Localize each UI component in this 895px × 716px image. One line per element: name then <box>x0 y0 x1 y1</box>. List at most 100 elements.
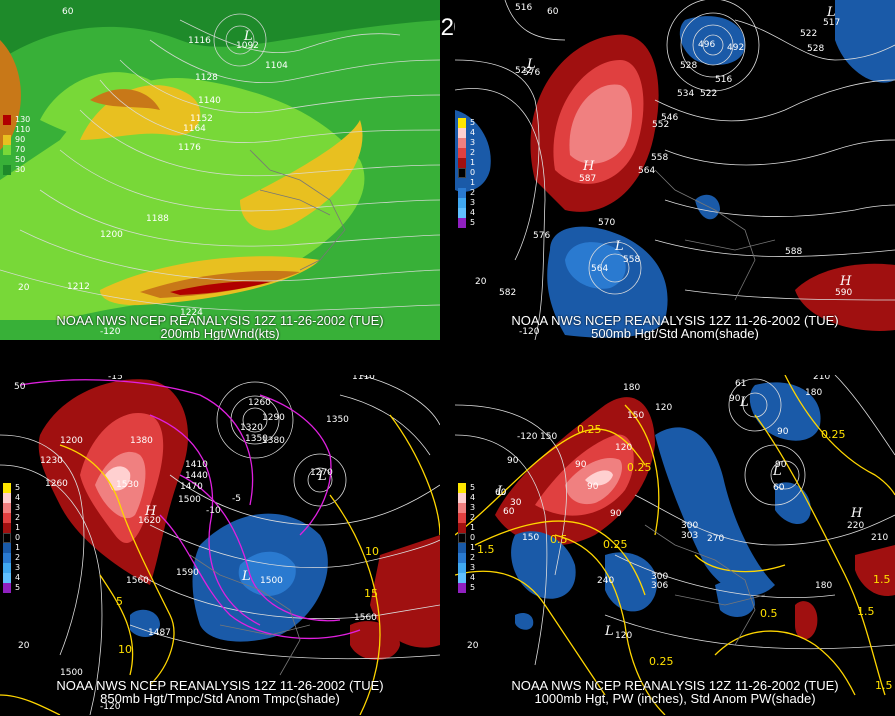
svg-text:1320: 1320 <box>240 423 263 433</box>
legend-swatch <box>458 118 466 128</box>
legend-200mb: 130 110 90 70 50 30 <box>3 115 30 175</box>
legend-label: 70 <box>15 145 26 154</box>
legend-label: 50 <box>15 155 26 164</box>
svg-text:-120: -120 <box>100 702 121 712</box>
svg-text:0.5: 0.5 <box>550 533 568 546</box>
legend-swatch <box>458 493 466 503</box>
legend-swatch <box>3 155 11 165</box>
svg-text:-120: -120 <box>517 432 538 442</box>
svg-text:1560: 1560 <box>354 613 377 623</box>
svg-text:L: L <box>614 239 624 254</box>
svg-text:-10: -10 <box>206 506 221 516</box>
svg-text:-15: -15 <box>108 375 123 382</box>
svg-text:90: 90 <box>507 456 519 466</box>
svg-text:H: H <box>850 506 863 521</box>
svg-text:1500: 1500 <box>60 668 83 678</box>
svg-text:1.5: 1.5 <box>875 679 893 692</box>
legend-label: 1 <box>470 543 476 552</box>
svg-text:90: 90 <box>587 482 599 492</box>
legend-swatch <box>3 115 11 125</box>
svg-text:180: 180 <box>623 383 640 393</box>
legend-label: 3 <box>470 138 476 147</box>
svg-text:1380: 1380 <box>282 375 305 376</box>
svg-text:30: 30 <box>599 375 611 377</box>
svg-text:492: 492 <box>727 43 744 53</box>
legend-label: 4 <box>470 128 476 137</box>
caption-1000mb-line2: 1000mb Hgt, PW (inches), Std Anom PW(sha… <box>534 691 816 706</box>
legend-label: 4 <box>470 208 476 217</box>
legend-label: 5 <box>15 583 21 592</box>
svg-text:558: 558 <box>623 255 640 265</box>
legend-swatch <box>458 573 466 583</box>
svg-text:582: 582 <box>499 288 516 298</box>
svg-text:1380: 1380 <box>262 436 285 446</box>
panel-200mb: 1116 1104 1128 1140 1152 1164 1176 1188 … <box>0 0 440 340</box>
svg-text:90: 90 <box>575 460 587 470</box>
svg-text:564: 564 <box>638 166 655 176</box>
panel-1000mb: 30 180 150 120 120 -120 150 90 60 30 90 … <box>455 375 895 715</box>
legend-label: 5 <box>470 583 476 592</box>
legend-swatch <box>458 148 466 158</box>
svg-text:0.25: 0.25 <box>821 428 846 441</box>
svg-text:522: 522 <box>700 89 717 99</box>
legend-swatch <box>458 138 466 148</box>
legend-label: 1 <box>470 158 476 167</box>
svg-text:0.5: 0.5 <box>760 607 778 620</box>
legend-swatch <box>3 533 11 543</box>
svg-text:552: 552 <box>652 120 669 130</box>
legend-swatch <box>3 553 11 563</box>
legend-swatch <box>3 125 11 135</box>
svg-text:1440: 1440 <box>185 471 208 481</box>
svg-text:1350: 1350 <box>326 415 349 425</box>
svg-text:220: 220 <box>847 521 864 531</box>
legend-label: 1 <box>15 543 21 552</box>
svg-text:1.5: 1.5 <box>477 543 495 556</box>
svg-text:-120: -120 <box>100 327 121 337</box>
legend-swatch <box>3 493 11 503</box>
svg-text:1164: 1164 <box>183 124 206 134</box>
legend-swatch <box>458 158 466 168</box>
svg-text:L: L <box>243 29 253 44</box>
caption-850mb-line1: NOAA NWS NCEP REANALYSIS 12Z 11-26-2002 … <box>56 678 384 693</box>
svg-text:15: 15 <box>364 587 378 600</box>
legend-label: 5 <box>470 218 476 227</box>
legend-swatch <box>458 483 466 493</box>
svg-text:516: 516 <box>715 75 732 85</box>
legend-swatch <box>458 198 466 208</box>
svg-text:180: 180 <box>815 581 832 591</box>
svg-text:534: 534 <box>677 89 694 99</box>
legend-swatch <box>3 165 11 175</box>
svg-text:588: 588 <box>785 247 802 257</box>
svg-text:1200: 1200 <box>60 436 83 446</box>
legend-swatch <box>458 513 466 523</box>
legend-label: 3 <box>470 503 476 512</box>
svg-text:-5: -5 <box>232 494 241 504</box>
svg-text:1350: 1350 <box>245 434 268 444</box>
svg-text:1110: 1110 <box>352 375 375 382</box>
legend-swatch <box>3 145 11 155</box>
legend-label: 30 <box>15 165 26 174</box>
legend-swatch <box>3 135 11 145</box>
svg-text:1.5: 1.5 <box>873 573 891 586</box>
svg-text:0.25: 0.25 <box>649 655 674 668</box>
legend-label: 130 <box>15 115 31 124</box>
legend-swatch <box>458 533 466 543</box>
legend-label: 0 <box>15 533 21 542</box>
svg-text:L: L <box>604 624 614 639</box>
legend-swatch <box>3 523 11 533</box>
caption-500mb-line2: 500mb Hgt/Std Anom(shade) <box>591 326 759 341</box>
svg-text:90: 90 <box>610 509 622 519</box>
legend-label: 0 <box>470 533 476 542</box>
svg-text:1152: 1152 <box>190 114 213 124</box>
svg-text:1500: 1500 <box>178 495 201 505</box>
svg-text:1212: 1212 <box>67 282 90 292</box>
svg-text:303: 303 <box>681 531 698 541</box>
legend-swatch <box>458 503 466 513</box>
legend-swatch <box>3 503 11 513</box>
legend-label: 5 <box>470 483 476 492</box>
legend-label: 90 <box>15 135 26 144</box>
svg-text:1104: 1104 <box>265 61 288 71</box>
legend-swatch <box>458 583 466 593</box>
svg-text:210: 210 <box>813 375 830 382</box>
